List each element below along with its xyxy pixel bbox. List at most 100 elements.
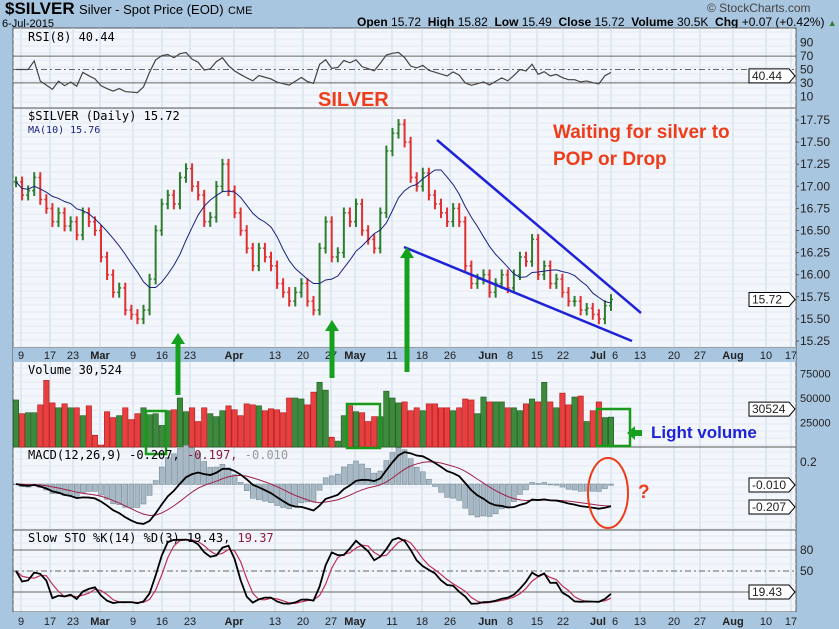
- macd-histogram-bar: [73, 483, 80, 497]
- volume-bar: [340, 415, 347, 448]
- macd-signal-line: [15, 461, 612, 517]
- date-tick-label: 9: [130, 616, 136, 628]
- macd-histogram-bar: [328, 475, 335, 485]
- date-tick-label: Mar: [90, 350, 110, 362]
- exchange: CME: [227, 5, 253, 17]
- volume-bar: [213, 416, 220, 448]
- up-arrow-2-head: [325, 320, 339, 331]
- macd-histogram-bar: [341, 466, 347, 485]
- macd-histogram-bar: [67, 483, 74, 496]
- volume-bar: [98, 444, 105, 448]
- macd-histogram-bar: [498, 483, 505, 510]
- macd-histogram-bar: [213, 466, 220, 485]
- macd-histogram-bar: [98, 483, 104, 496]
- sto-tick-label: 50: [800, 564, 814, 578]
- macd-histogram-bar: [347, 464, 353, 485]
- date-tick-label: Jun: [478, 616, 498, 628]
- macd-histogram-bar: [310, 483, 317, 502]
- date-tick-label: Jul: [590, 616, 606, 628]
- macd-histogram-bar: [298, 483, 305, 504]
- macd-histogram-bar: [335, 473, 341, 485]
- volume-bar: [456, 407, 463, 448]
- volume-bar: [413, 407, 420, 448]
- date-tick-label: 8: [507, 350, 513, 362]
- macd-histogram-bar: [128, 483, 135, 509]
- volume-bar: [31, 412, 38, 448]
- date-tick-label: Apr: [225, 616, 245, 628]
- macd-histogram-bar: [559, 483, 566, 488]
- chart-header: $SILVER Silver - Spot Price (EOD) CME: [5, 0, 252, 20]
- volume-bar: [225, 405, 232, 448]
- date-tick-label: Mar: [90, 616, 110, 628]
- volume-bar: [152, 413, 159, 448]
- sto-last-value: 19.43: [752, 585, 782, 599]
- macd-histogram-bar: [553, 483, 560, 486]
- chart-date: 6-Jul-2015: [2, 18, 54, 30]
- macd-histogram-bar: [316, 483, 323, 491]
- date-tick-label: May: [344, 350, 366, 362]
- volume-bar: [37, 404, 44, 448]
- lower-trendline: [403, 245, 633, 343]
- volume-bar: [541, 382, 548, 448]
- volume-bar: [243, 403, 250, 448]
- date-tick-label: 27: [694, 616, 706, 628]
- date-tick-label: 27: [325, 616, 337, 628]
- volume-bar: [280, 412, 287, 448]
- high-label: High: [427, 15, 455, 29]
- volume-bar: [122, 407, 129, 448]
- date-tick-label: 16: [156, 616, 168, 628]
- date-tick-label: 17: [44, 350, 56, 362]
- price-tick-label: 15.75: [800, 290, 830, 304]
- macd-histogram-bar: [389, 452, 396, 485]
- up-arrow-3-head: [400, 247, 414, 258]
- macd-histogram-bar: [219, 464, 226, 485]
- volume-bar: [304, 404, 311, 448]
- price-tick-label: 17.25: [800, 157, 830, 171]
- date-tick-label: 26: [444, 350, 456, 362]
- date-tick-label: 9: [18, 616, 24, 628]
- volume-bar: [310, 391, 317, 448]
- price-tick-label: 16.50: [800, 224, 830, 238]
- ohlc-summary: Open 15.72 High 15.82 Low 15.49 Close 15…: [357, 16, 837, 29]
- volume-bar: [389, 397, 396, 448]
- volume-bar: [255, 405, 262, 448]
- volume-bar: [365, 421, 372, 448]
- date-tick-label: 15: [531, 616, 543, 628]
- volume-bar: [128, 419, 135, 448]
- date-tick-label: 11: [386, 350, 397, 362]
- macd-histogram-bar: [456, 483, 462, 501]
- sto-d-value: 19.37: [237, 531, 274, 545]
- date-tick-label: 18: [416, 350, 428, 362]
- macd-histogram-bar: [590, 483, 596, 492]
- chg-label: Chg: [715, 15, 739, 29]
- sto-k-value: Slow STO %K(14) %D(3) 19.43,: [28, 531, 231, 545]
- date-tick-label: Aug: [722, 350, 743, 362]
- volume-bar: [286, 397, 293, 448]
- macd-histogram-bar: [511, 483, 517, 502]
- macd-histogram-bar: [146, 483, 153, 496]
- volume-bar: [158, 425, 165, 448]
- volume-bar: [334, 440, 341, 448]
- macd-histogram-bar: [492, 483, 499, 514]
- volume-bar: [583, 421, 590, 448]
- macd-last-value: -0.207: [752, 500, 786, 514]
- date-tick-label: 20: [297, 616, 309, 628]
- macd-histogram-bar: [104, 483, 110, 500]
- volume-bar: [383, 390, 390, 448]
- date-tick-label: 8: [507, 616, 513, 628]
- macd-histogram-bar: [432, 483, 438, 487]
- date-tick-label: 18: [416, 616, 428, 628]
- macd-histogram-bar: [158, 466, 165, 485]
- date-tick-label: 23: [184, 616, 196, 628]
- volume-label: Volume: [631, 15, 674, 29]
- volume-bar: [516, 410, 523, 448]
- macd-histogram-bar: [262, 483, 268, 502]
- rsi-last-value-box: [748, 68, 796, 84]
- date-tick-label: 17: [785, 350, 797, 362]
- macd-histogram-bar: [413, 467, 420, 485]
- macd-hist-last-value: -0.010: [752, 478, 786, 492]
- macd-histogram-bar: [395, 447, 402, 485]
- macd-legend: MACD(12,26,9) -0.207, -0.197, -0.010: [28, 449, 288, 462]
- macd-histogram-bar: [462, 483, 469, 509]
- macd-histogram-bar: [401, 449, 408, 485]
